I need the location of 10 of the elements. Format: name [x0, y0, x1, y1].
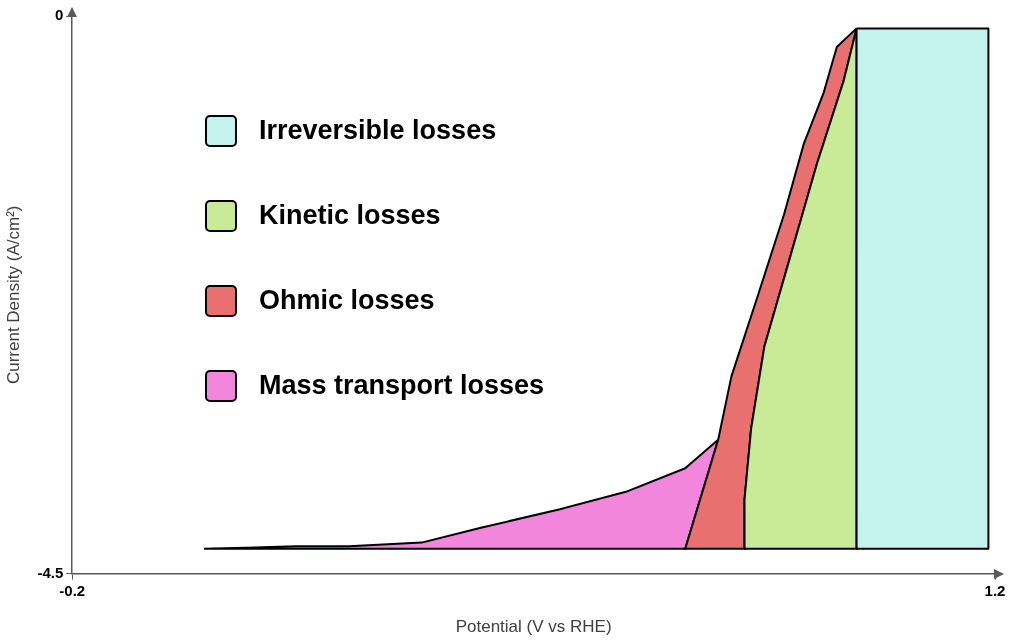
x-tick-label: -0.2	[59, 581, 86, 599]
legend-label: Ohmic losses	[259, 285, 435, 316]
x-tick-label: 1.2	[984, 581, 1006, 599]
y-tick-label: -4.5	[37, 563, 64, 581]
legend-label: Mass transport losses	[259, 370, 545, 401]
y-axis-title: Current Density (A/cm²)	[3, 205, 23, 385]
y-tick-label: 0	[54, 6, 64, 24]
legend-label: Irreversible losses	[259, 115, 497, 146]
legend-label: Kinetic losses	[259, 200, 441, 231]
x-axis-title: Potential (V vs RHE)	[455, 617, 612, 637]
